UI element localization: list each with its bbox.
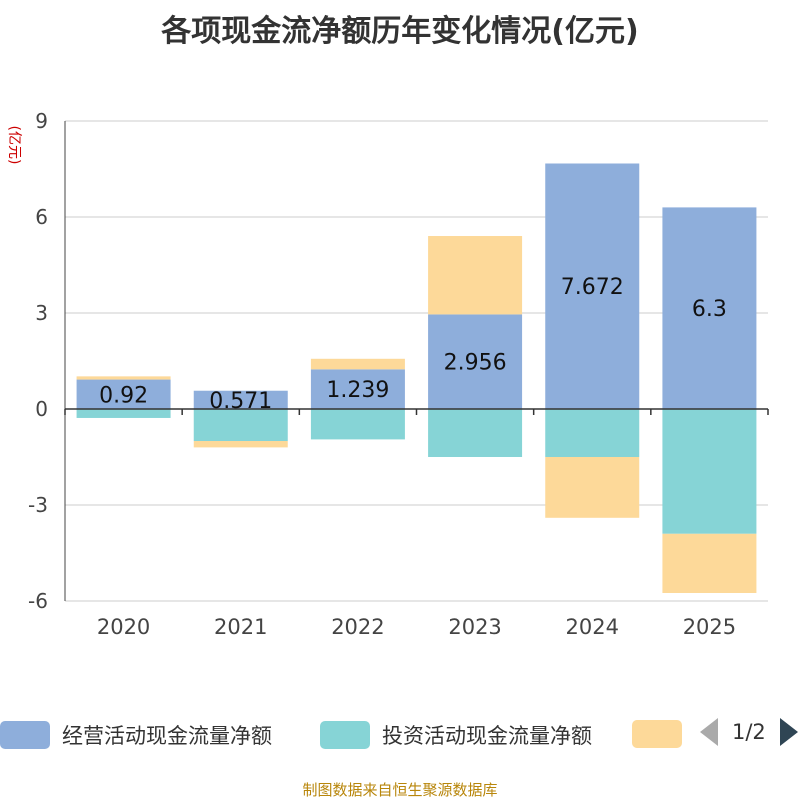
- y-axis-label: (亿元): [6, 126, 22, 165]
- bar-1-2025: [662, 207, 757, 409]
- y-tick-label: 6: [35, 205, 48, 229]
- data-label: 1.239: [326, 378, 389, 403]
- bar-1-2023: [428, 314, 523, 409]
- bar-2-2024: [545, 409, 640, 457]
- bar-3-2023: [428, 236, 523, 315]
- legend-label-operating: 经营活动现金流量净额: [62, 724, 272, 748]
- x-tick-label: 2021: [214, 615, 267, 639]
- bar-2-2021: [193, 409, 288, 441]
- x-tick-label: 2024: [566, 615, 619, 639]
- x-tick-label: 2025: [683, 615, 736, 639]
- bar-2-2022: [310, 409, 405, 440]
- x-tick-label: 2022: [331, 615, 384, 639]
- legend-item-operating[interactable]: 经营活动现金流量净额: [0, 720, 272, 750]
- y-tick-label: 9: [35, 109, 48, 133]
- y-tick-label: -3: [28, 493, 48, 517]
- bar-1-2024: [545, 163, 640, 409]
- x-tick-label: 2020: [97, 615, 150, 639]
- y-tick-label: -6: [28, 589, 48, 613]
- data-label: 0.571: [209, 389, 272, 414]
- legend-swatch-operating: [0, 721, 50, 749]
- data-label: 2.956: [444, 351, 507, 376]
- x-tick-label: 2023: [448, 615, 501, 639]
- bar-2-2023: [428, 409, 523, 457]
- legend-page-indicator: 1/2: [732, 720, 766, 744]
- bar-3-2025: [662, 533, 757, 593]
- data-source-footer: 制图数据来自恒生聚源数据库: [302, 781, 498, 799]
- bar-2-2025: [662, 409, 757, 534]
- legend-swatch-investing: [320, 721, 370, 749]
- legend-item-investing[interactable]: 投资活动现金流量净额: [320, 720, 592, 750]
- data-label: 0.92: [99, 383, 148, 408]
- legend: 经营活动现金流量净额 投资活动现金流量净额 1/2: [0, 712, 800, 756]
- chart-title: 各项现金流净额历年变化情况(亿元): [161, 14, 639, 49]
- bar-3-2024: [545, 457, 640, 518]
- bar-3-2022: [310, 358, 405, 370]
- y-tick-label: 0: [35, 397, 48, 421]
- bar-1-2022: [310, 369, 405, 409]
- legend-label-investing: 投资活动现金流量净额: [382, 724, 592, 748]
- bar-1-2020: [76, 379, 171, 409]
- y-tick-label: 3: [35, 301, 48, 325]
- next-page-icon[interactable]: [779, 718, 798, 746]
- legend-item-financing[interactable]: [632, 720, 682, 748]
- prev-page-icon[interactable]: [700, 718, 718, 746]
- bar-2-2020: [76, 409, 171, 418]
- data-label: 6.3: [692, 297, 727, 322]
- data-label: 7.672: [561, 275, 624, 300]
- legend-swatch-financing: [632, 720, 682, 748]
- bar-1-2021: [193, 390, 288, 409]
- legend-pager: 1/2: [700, 718, 798, 746]
- bar-3-2021: [193, 441, 288, 448]
- bar-3-2020: [76, 376, 171, 380]
